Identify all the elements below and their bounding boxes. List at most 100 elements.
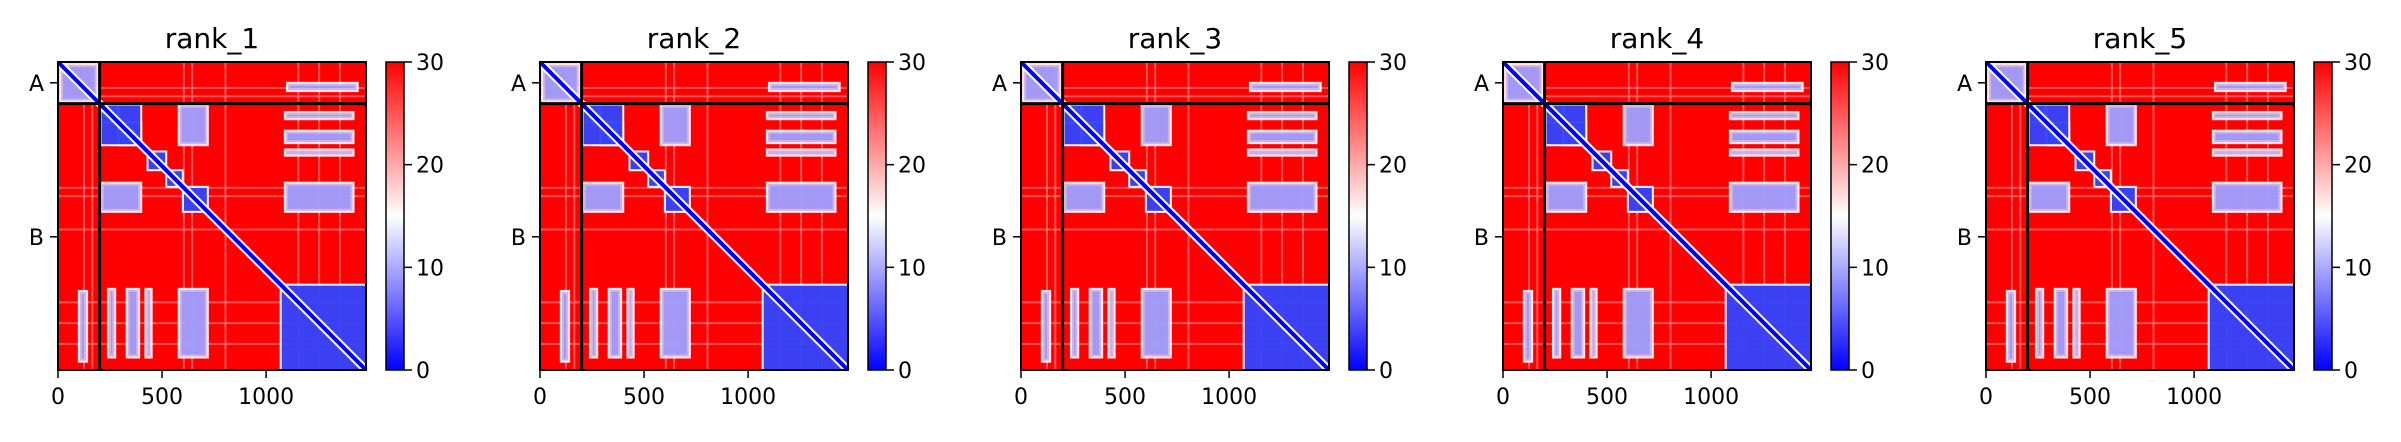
x-tick-label: 0 <box>1014 385 1028 410</box>
colorbar-tick-label: 20 <box>1861 154 1889 179</box>
colorbar-tick-label: 30 <box>416 51 444 76</box>
x-tick-label: 0 <box>1979 385 1993 410</box>
heatmap-block-core <box>1145 292 1168 355</box>
heatmap-block-core <box>2216 134 2279 140</box>
x-tick-label: 1000 <box>2166 385 2222 410</box>
x-tick-label: 500 <box>623 385 665 410</box>
x-tick-label: 0 <box>51 385 65 410</box>
colorbar <box>386 62 404 370</box>
colorbar-tick-label: 30 <box>1861 51 1889 76</box>
heatmap-block-core <box>1556 292 1557 355</box>
heatmap-block-core <box>1527 294 1529 359</box>
heatmap-block-core <box>1735 86 1800 88</box>
heatmap-block-core <box>593 292 594 355</box>
heatmap-block-core <box>182 292 205 355</box>
colorbar-tick-label: 20 <box>1379 154 1407 179</box>
x-tick-label: 1000 <box>238 385 294 410</box>
heatmap-block-core <box>130 292 136 355</box>
x-tick-label: 500 <box>2069 385 2111 410</box>
heatmap-block-core <box>288 186 351 209</box>
colorbar <box>2314 62 2332 370</box>
colorbar-tick-label: 20 <box>898 154 926 179</box>
colorbar-tick-label: 0 <box>1861 359 1875 384</box>
heatmap-block-core <box>772 86 837 88</box>
colorbar-tick-label: 30 <box>2344 51 2372 76</box>
heatmap-block-core <box>770 134 833 140</box>
colorbar-tick-label: 10 <box>1861 256 1889 281</box>
colorbar-tick-label: 10 <box>898 256 926 281</box>
chart-title: rank_3 <box>1128 22 1222 55</box>
y-tick-label: A <box>992 72 1007 97</box>
colorbar-tick-label: 30 <box>898 51 926 76</box>
y-tick-label: A <box>1474 72 1489 97</box>
x-tick-label: 500 <box>141 385 183 410</box>
heatmap-block-core <box>104 186 139 209</box>
y-tick-label: A <box>29 72 44 97</box>
heatmap-block-core <box>2032 186 2067 209</box>
x-tick-label: 1000 <box>1683 385 1739 410</box>
heatmap-block-core <box>1549 186 1584 209</box>
heatmap-block-core <box>1093 292 1099 355</box>
x-tick-label: 0 <box>533 385 547 410</box>
heatmap-block-core <box>182 108 205 143</box>
heatmap-block-core <box>2110 108 2133 143</box>
colorbar-tick-label: 10 <box>1379 256 1407 281</box>
colorbar <box>868 62 886 370</box>
heatmap-block-core <box>612 292 618 355</box>
heatmap-block-core <box>288 134 351 140</box>
colorbar-tick-label: 20 <box>2344 154 2372 179</box>
heatmap-block-core <box>1251 186 1314 209</box>
heatmap-block-core <box>2218 86 2283 88</box>
heatmap-block-core <box>1251 134 1314 140</box>
y-tick-label: A <box>1957 72 1972 97</box>
colorbar-tick-label: 10 <box>2344 256 2372 281</box>
heatmap-block-core <box>1733 134 1796 140</box>
colorbar <box>1831 62 1849 370</box>
heatmap-block-core <box>664 292 687 355</box>
heatmap-block-core <box>2216 186 2279 209</box>
heatmap-block-core <box>1253 86 1318 88</box>
y-tick-label: B <box>29 226 44 251</box>
heatmap-block-core <box>2110 292 2133 355</box>
heatmap-block-core <box>1145 108 1168 143</box>
heatmap-block-core <box>1045 294 1047 359</box>
x-tick-label: 1000 <box>720 385 776 410</box>
y-tick-label: B <box>1957 226 1972 251</box>
heatmap-block-core <box>1733 186 1796 209</box>
heatmap-block-core <box>290 86 355 88</box>
heatmap-block-core <box>586 186 621 209</box>
heatmap-block-core <box>1251 115 1314 116</box>
y-tick-label: A <box>511 72 526 97</box>
chart-title: rank_2 <box>647 22 741 55</box>
x-tick-label: 500 <box>1104 385 1146 410</box>
colorbar-tick-label: 0 <box>1379 359 1393 384</box>
y-tick-label: B <box>1474 226 1489 251</box>
heatmap-block-core <box>1074 292 1075 355</box>
heatmap-block-core <box>664 108 687 143</box>
heatmap-block-core <box>564 294 566 359</box>
heatmap-block-core <box>1627 108 1650 143</box>
heatmap-block-core <box>2058 292 2064 355</box>
colorbar-tick-label: 30 <box>1379 51 1407 76</box>
heatmap-block-core <box>2216 115 2279 116</box>
x-tick-label: 0 <box>1496 385 1510 410</box>
chart-title: rank_1 <box>165 22 259 55</box>
colorbar-tick-label: 0 <box>2344 359 2358 384</box>
heatmap-block-core <box>1627 292 1650 355</box>
x-tick-label: 500 <box>1586 385 1628 410</box>
colorbar-tick-label: 20 <box>416 154 444 179</box>
heatmap-block-core <box>1733 115 1796 116</box>
heatmap-block-core <box>111 292 112 355</box>
heatmap-block-core <box>2010 294 2012 359</box>
heatmap-block-core <box>770 186 833 209</box>
heatmap-block-core <box>1575 292 1581 355</box>
colorbar <box>1349 62 1367 370</box>
heatmap-block-core <box>2039 292 2040 355</box>
colorbar-tick-label: 0 <box>898 359 912 384</box>
